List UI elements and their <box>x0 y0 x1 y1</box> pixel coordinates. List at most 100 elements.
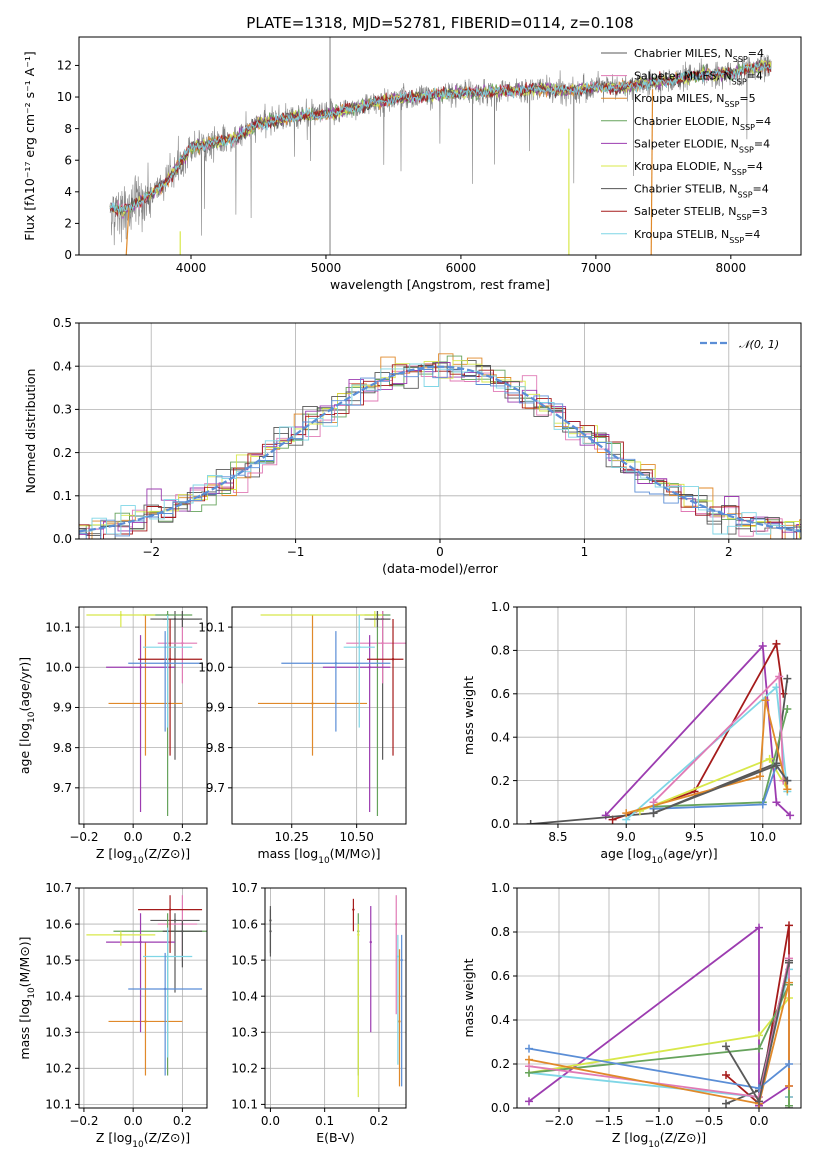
age_vs_mass-ytick-label: 9.7 <box>206 781 225 795</box>
label-part: (Z/Z⊙)] <box>144 846 190 861</box>
age_vs_Z-ylabel: age [log10(age/yr)] <box>17 657 37 774</box>
weight-marker <box>649 809 658 818</box>
label-part: E(B-V) <box>316 1130 355 1145</box>
weight-marker <box>526 820 535 824</box>
weight_vs_age-xtick-label: 9.5 <box>685 830 704 844</box>
legend-sub: SSP <box>733 55 748 64</box>
histogram-step <box>79 369 801 539</box>
weight-line <box>605 644 791 816</box>
legend-nssp: =4 <box>747 160 763 173</box>
weight-line <box>528 925 790 1108</box>
spectrum-xtick-label: 5000 <box>311 261 342 275</box>
weight_vs_Z-ytick-label: 0.2 <box>491 1057 510 1071</box>
weight-marker <box>783 785 792 794</box>
spectrum-frame: 4000 5000 6000 7000 8000 0 2 4 6 8 10 12 <box>57 36 802 275</box>
weight_vs_age-xtick-label: 10.0 <box>749 830 776 844</box>
label-part: mass weight <box>461 958 476 1037</box>
spectrum-ytick-label: 10 <box>57 90 72 104</box>
mass_vs_Z-xtick-label: 0.2 <box>173 1114 192 1128</box>
weight-marker <box>755 1044 763 1053</box>
mass_vs_Z-spine <box>78 887 208 1109</box>
age_vs_mass-ytick-label: 9.9 <box>206 701 225 715</box>
errorbar-point <box>357 933 360 937</box>
age_vs_Z-ytick-label: 9.9 <box>53 701 72 715</box>
spectrum-ytick-label: 2 <box>64 217 72 231</box>
legend-sub: SSP <box>736 213 751 222</box>
weight_vs_Z-ytick-label: 1.0 <box>491 881 510 895</box>
mass_vs_Z-axes <box>79 887 207 1108</box>
weight_vs_age-ytick-label: 0.2 <box>491 774 510 788</box>
errorbar-point <box>144 702 147 705</box>
label-part: 10 <box>318 856 330 866</box>
age_vs_Z-axes <box>79 607 207 824</box>
spectrum-ytick-label: 8 <box>64 122 72 136</box>
weight_vs_Z-xtick-label: −1.0 <box>644 1114 673 1128</box>
weight_vs_Z-ytick-label: 0.6 <box>491 969 510 983</box>
label-part: Z [log <box>96 846 132 861</box>
label-part: 10 <box>27 711 37 723</box>
weight_vs_age-xtick-label: 8.5 <box>548 830 567 844</box>
mass_vs_Z-ytick-label: 10.4 <box>45 989 72 1003</box>
age_vs_mass-xtick-label: 10.25 <box>275 830 309 844</box>
mass_vs_EBV-ytick-label: 10.3 <box>231 1025 258 1039</box>
label-part: (M/M⊙)] <box>17 936 32 987</box>
weight-marker <box>772 798 781 807</box>
weight-marker <box>756 772 765 781</box>
label-part: age [log <box>17 723 32 774</box>
legend-label: Chabrier STELIB, NSSP=4 <box>634 183 769 200</box>
mass_vs_EBV-ytick-label: 10.2 <box>231 1062 258 1076</box>
legend-sub: SSP <box>732 77 747 86</box>
age_vs_Z-frame: −0.2 0.0 0.2 9.7 9.8 9.9 10.0 10.1 <box>45 606 208 844</box>
label-part: Normed distribution <box>23 369 38 494</box>
spectrum-edge <box>650 89 654 255</box>
residuals-xtick-label: 1 <box>581 545 589 559</box>
mass_vs_EBV-ytick-label: 10.5 <box>231 953 258 967</box>
weight_vs_Z-ytick-label: 0.8 <box>491 925 510 939</box>
age_vs_mass-frame: 10.25 10.50 9.7 9.8 9.9 10.0 10.1 <box>198 606 407 844</box>
weight-marker <box>758 800 767 809</box>
weight_vs_age-ytick-label: 0.8 <box>491 644 510 658</box>
age_vs_mass-ytick-label: 10.0 <box>198 660 225 674</box>
weight-marker <box>775 672 784 681</box>
residuals-xtick-label: 2 <box>725 545 733 559</box>
label-part: mass [log <box>17 999 32 1060</box>
errorbar-point <box>391 658 395 661</box>
legend-sub: SSP <box>732 168 747 177</box>
weight_vs_age-frame: 8.5 9.0 9.5 10.0 0.0 0.2 0.4 0.6 0.8 1.0 <box>491 600 802 844</box>
mass_vs_EBV-ytick-label: 10.4 <box>231 989 258 1003</box>
residuals-ytick-label: 0.0 <box>53 532 72 546</box>
legend-label-normal: 𝒩(0, 1) <box>739 338 779 351</box>
weight_vs_age-ytick-label: 0.6 <box>491 687 510 701</box>
weight-marker <box>722 1099 730 1108</box>
label-part: 10 <box>132 856 144 866</box>
residuals-frame: −2 −1 0 1 2 0.0 0.1 0.2 0.3 0.4 0.5 <box>53 316 802 559</box>
weight_vs_Z-frame: −2.0 −1.5 −1.0 −0.5 0.0 0.0 0.2 0.4 0.6 0.8 1.0 <box>491 881 802 1128</box>
errorbar-point <box>139 940 142 944</box>
spectrum-ylabel: Flux [fλ10⁻¹⁷ erg cm⁻² s⁻¹ A⁻¹] <box>22 51 37 240</box>
errorbar-point <box>144 1020 147 1023</box>
label-part: mass [log <box>257 846 318 861</box>
legend-label: Chabrier ELODIE, NSSP=4 <box>634 115 771 132</box>
mass_vs_EBV-xtick-label: 0.1 <box>315 1114 334 1128</box>
age_vs_Z-ytick-label: 9.8 <box>53 741 72 755</box>
weight-marker <box>622 809 631 818</box>
errorbar-point <box>311 702 314 705</box>
weight-marker <box>783 674 792 683</box>
weight-marker <box>755 1031 763 1040</box>
errorbar-point <box>334 662 338 665</box>
spectrum-edge <box>125 207 130 255</box>
weight-marker <box>785 1082 793 1090</box>
label-part: Z [log <box>96 1130 132 1145</box>
mass_vs_Z-xtick-label: −0.2 <box>69 1114 98 1128</box>
errorbar-point <box>398 1020 401 1023</box>
errorbar-point <box>139 666 142 669</box>
legend-nssp: =5 <box>739 92 755 105</box>
spectrum-ytick-label: 0 <box>64 248 72 262</box>
weight-marker <box>783 704 792 713</box>
age_vs_mass-spine <box>231 606 407 825</box>
errorbar-point <box>163 662 167 665</box>
age_vs_mass-axes <box>232 607 406 824</box>
weight_vs_Z-xtick-label: −0.5 <box>694 1114 723 1128</box>
weight_vs_age-ytick-label: 0.4 <box>491 730 510 744</box>
label-part: (age/yr)] <box>663 846 718 861</box>
